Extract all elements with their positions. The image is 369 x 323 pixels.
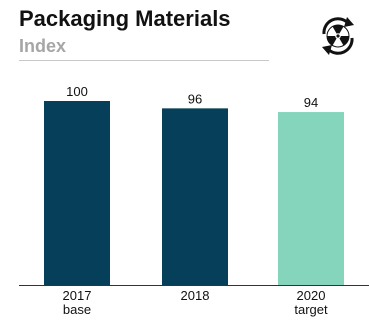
x-tick-label: 2020 bbox=[297, 288, 326, 303]
bar-2017 bbox=[44, 101, 110, 285]
x-tick-label: 2017 bbox=[63, 288, 92, 303]
bar-2020 bbox=[278, 112, 344, 285]
x-tick-sublabel: base bbox=[63, 302, 91, 317]
subtitle-divider bbox=[19, 60, 269, 61]
data-label: 96 bbox=[188, 91, 202, 106]
chart-subtitle: Index bbox=[19, 36, 67, 56]
data-label: 94 bbox=[304, 95, 318, 110]
bar-2018 bbox=[162, 108, 228, 285]
data-label: 100 bbox=[66, 84, 88, 99]
x-tick-label: 2018 bbox=[181, 288, 210, 303]
chart-title: Packaging Materials bbox=[19, 6, 231, 31]
x-tick-sublabel: target bbox=[294, 302, 328, 317]
radiation-recycle-icon bbox=[316, 14, 360, 58]
